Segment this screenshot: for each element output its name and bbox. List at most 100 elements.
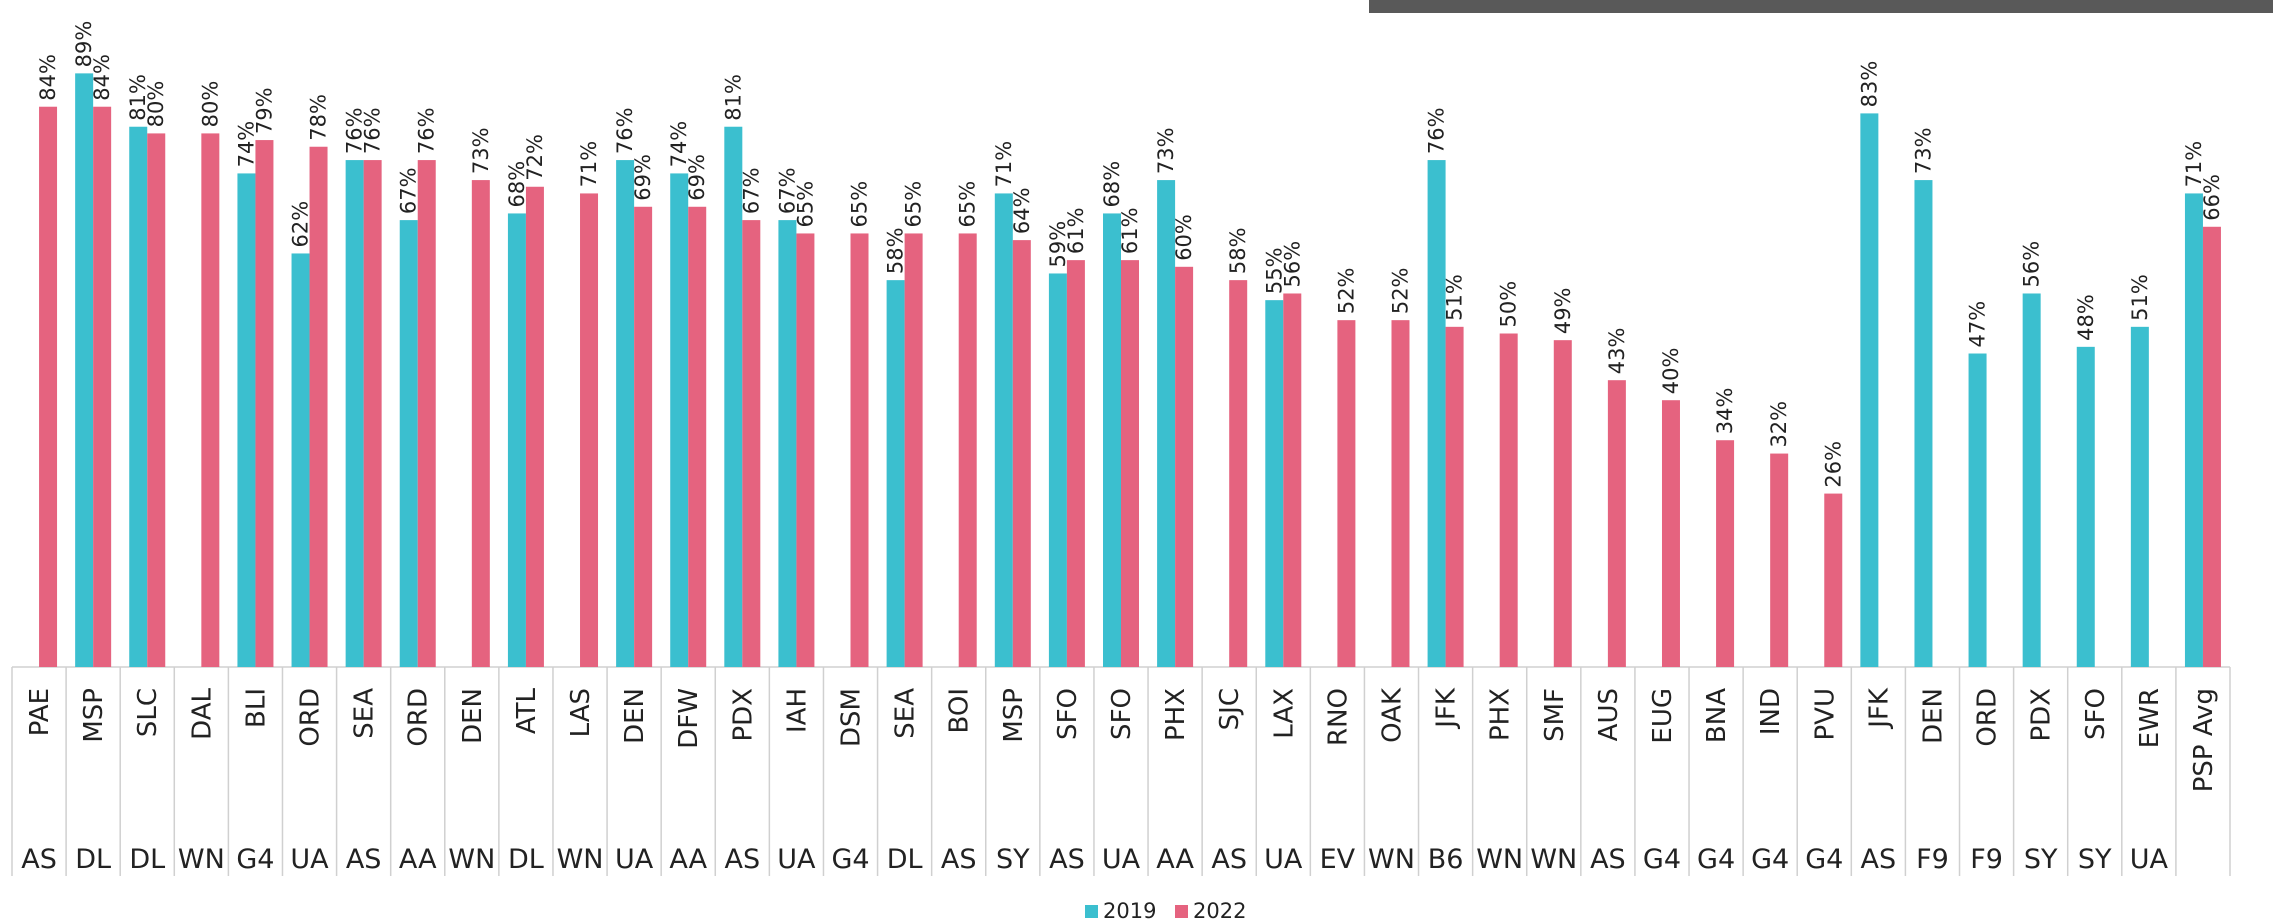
group-label: SY: [2078, 844, 2112, 875]
bar: [1283, 293, 1302, 667]
group-label: WN: [557, 844, 604, 875]
bar: [93, 106, 112, 668]
x-tick-label: PHX: [1161, 688, 1191, 741]
x-tick-label: PVU: [1810, 688, 1840, 741]
x-tick-label: PAE: [25, 688, 55, 736]
group-label: G4: [236, 844, 274, 875]
bar: [886, 280, 905, 667]
group-label: G4: [1751, 844, 1789, 875]
data-label: 76%: [415, 107, 439, 154]
group-label: UA: [1264, 844, 1303, 875]
group-label: B6: [1428, 844, 1464, 875]
legend-swatch: [1085, 905, 1098, 918]
x-tick-label: SLC: [133, 688, 163, 737]
bar: [2076, 346, 2095, 667]
bar: [471, 180, 490, 667]
data-label: 66%: [2200, 174, 2224, 221]
data-label: 76%: [613, 107, 637, 154]
bar: [1265, 300, 1284, 667]
x-tick-label: ORD: [1973, 688, 2003, 747]
x-tick-label: DSM: [837, 688, 867, 747]
bar: [1048, 273, 1067, 667]
x-tick-label: PHX: [1486, 688, 1516, 741]
bar: [1860, 113, 1879, 667]
bar: [1121, 260, 1139, 667]
data-label: 52%: [1334, 267, 1358, 314]
bar: [237, 173, 256, 668]
data-label: 71%: [992, 141, 1016, 188]
x-tick-label: IND: [1756, 688, 1786, 735]
bar: [1445, 326, 1464, 667]
group-label: F9: [1970, 844, 2003, 875]
bar: [345, 160, 364, 667]
bar: [291, 253, 310, 667]
group-label: G4: [1697, 844, 1735, 875]
bar: [417, 160, 436, 667]
data-label: 65%: [902, 181, 926, 228]
x-tick-label: MSP: [999, 688, 1029, 743]
bar: [201, 133, 220, 667]
data-label: 84%: [90, 54, 114, 101]
group-label: WN: [1368, 844, 1415, 875]
bar: [670, 173, 689, 668]
data-label: 80%: [144, 81, 168, 128]
bar: [1175, 266, 1194, 667]
data-label: 71%: [577, 141, 601, 188]
data-label: 56%: [1280, 241, 1304, 288]
group-label: WN: [1530, 844, 1577, 875]
x-tick-label: ORD: [404, 688, 434, 747]
group-label: AS: [21, 844, 57, 875]
data-label: 48%: [2074, 294, 2098, 341]
data-label: 32%: [1767, 401, 1791, 448]
data-label: 78%: [307, 94, 331, 141]
group-label: UA: [1102, 844, 1141, 875]
data-label: 58%: [884, 227, 908, 274]
bar: [1770, 453, 1789, 667]
data-label: 76%: [361, 107, 385, 154]
data-label: 51%: [1443, 274, 1467, 321]
x-tick-label: SFO: [2081, 688, 2111, 740]
x-tick-label: LAS: [566, 688, 596, 737]
bar: [1066, 260, 1085, 667]
data-label: 72%: [523, 134, 547, 181]
data-label: 52%: [1388, 267, 1412, 314]
data-label: 73%: [1154, 127, 1178, 174]
x-tick-label: DEN: [620, 688, 650, 744]
data-label: 65%: [848, 181, 872, 228]
x-tick-label: EUG: [1648, 688, 1678, 744]
group-label: G4: [1805, 844, 1843, 875]
data-label: 80%: [198, 81, 222, 128]
group-label: DL: [508, 844, 544, 875]
group-label: AA: [669, 844, 707, 875]
bar: [2202, 226, 2221, 667]
group-label: AS: [725, 844, 761, 875]
bar: [1337, 320, 1356, 667]
data-label: 68%: [505, 161, 529, 208]
group-label: UA: [2130, 844, 2169, 875]
bar: [958, 233, 977, 667]
group-label: AS: [1590, 844, 1626, 875]
group-label: EV: [1320, 844, 1356, 875]
bar: [850, 233, 869, 667]
bar: [129, 126, 148, 668]
bar: [1553, 340, 1572, 667]
group-label: AA: [1156, 844, 1194, 875]
bar: [147, 133, 166, 667]
group-label: UA: [777, 844, 816, 875]
data-label: 59%: [1046, 221, 1070, 268]
data-label: 79%: [252, 87, 276, 134]
bar: [75, 73, 94, 668]
x-tick-label: AUS: [1594, 688, 1624, 741]
bar: [1499, 333, 1518, 667]
bar: [2184, 193, 2203, 667]
bar: [616, 160, 635, 667]
bar: [2022, 293, 2041, 667]
group-label: AS: [346, 844, 382, 875]
bar: [778, 220, 797, 668]
bar: [1968, 353, 1987, 667]
data-label: 58%: [1226, 227, 1250, 274]
x-tick-label: SFO: [1053, 688, 1083, 740]
x-tick-label: DEN: [1918, 688, 1948, 744]
data-label: 61%: [1118, 207, 1142, 254]
data-label: 74%: [234, 121, 258, 168]
